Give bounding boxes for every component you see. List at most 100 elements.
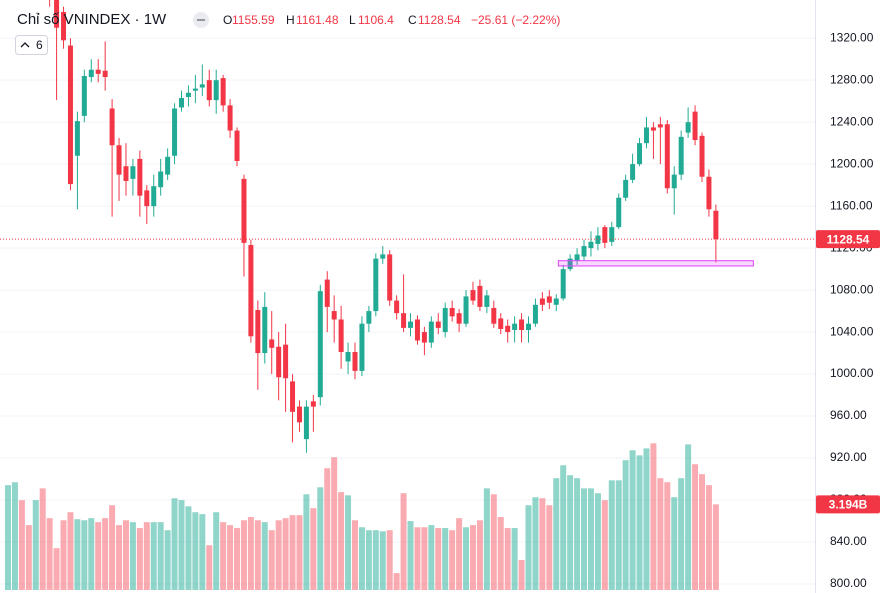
volume-bar [310, 508, 317, 590]
volume-bar [643, 448, 650, 590]
candle-body [463, 296, 469, 324]
candle-body [359, 323, 365, 371]
volume-bar [594, 493, 601, 590]
volume-bar [560, 465, 567, 590]
candle-body [199, 84, 205, 88]
volume-bar [227, 525, 234, 590]
candle-body [220, 78, 226, 106]
zone-box [557, 260, 754, 267]
volume-bar [476, 520, 483, 590]
volume-bar [143, 522, 150, 590]
volume-bar [199, 514, 206, 590]
volume-bar [442, 528, 449, 590]
candle-body [428, 321, 434, 343]
volume-bar [150, 522, 157, 590]
chevron-icon [20, 42, 30, 48]
volume-bar [483, 488, 490, 590]
volume-bar [317, 487, 324, 590]
volume-bar [39, 488, 46, 590]
candle-body [380, 254, 386, 259]
candle-body [255, 310, 261, 354]
candle-body [172, 108, 178, 156]
candle-body [387, 254, 393, 301]
volume-bar [601, 500, 608, 590]
candle-body [498, 318, 504, 329]
candle-body [109, 108, 115, 146]
candle-body [588, 241, 594, 249]
volume-bar [379, 531, 386, 590]
volume-bar [657, 478, 664, 590]
candle-body [408, 321, 414, 328]
volume-bar [102, 518, 109, 590]
indicator-button[interactable] [15, 35, 48, 55]
volume-bar [449, 530, 456, 590]
volume-bar [164, 530, 171, 590]
candle-body [352, 352, 358, 371]
y-tick-label: 840.00 [830, 534, 867, 548]
volume-bar [421, 527, 428, 590]
volume-bar [546, 505, 553, 590]
volume-bar [303, 494, 310, 590]
volume-tag-label: 3.194B [829, 498, 868, 512]
volume-bar [67, 512, 74, 590]
candle-body [692, 111, 698, 141]
ohlc-label: O [223, 13, 232, 27]
candle-body [512, 323, 518, 330]
candle-body [283, 344, 289, 379]
volume-bar [247, 517, 254, 590]
volume-bar [338, 492, 345, 590]
ohlc-label: L [349, 13, 356, 27]
volume-bar [456, 518, 463, 590]
volume-bar [615, 480, 622, 590]
candle-body [477, 285, 483, 307]
candle-body [401, 313, 407, 328]
candle-body [366, 311, 372, 324]
candle-body [151, 186, 157, 207]
volume-bar [53, 548, 60, 590]
volume-bar [553, 478, 560, 590]
volume-bar [692, 464, 699, 590]
candle-body [637, 143, 643, 165]
y-tick-label: 1280.00 [830, 72, 874, 86]
volume-bar [629, 450, 636, 590]
y-tick-label: 960.00 [830, 408, 867, 422]
candle-body [484, 295, 490, 307]
candle-body [331, 311, 337, 320]
indicator-count: 6 [36, 38, 43, 52]
ohlc-value: 1155.59 [232, 13, 275, 27]
candle-body [317, 291, 323, 398]
volume-bar [428, 525, 435, 590]
header: Chỉ số VNINDEX · 1W O 1155.59 H 1161.48 … [15, 11, 560, 55]
volume-bar [254, 520, 261, 590]
candle-body [303, 406, 309, 440]
volume-bar [213, 512, 220, 590]
change-value: −25.61 (−2.22%) [471, 13, 560, 27]
candle-body [602, 227, 608, 243]
volume-bar [95, 522, 102, 590]
volume-bar [352, 520, 358, 590]
volume-bar [497, 517, 504, 590]
volume-bar [324, 468, 331, 590]
candle-body [81, 75, 87, 116]
volume-bar [171, 498, 178, 590]
candle-body [574, 254, 580, 261]
volume-bar [581, 488, 588, 590]
candle-body [532, 304, 538, 324]
y-tick-label: 1200.00 [830, 156, 874, 170]
volume-bar [567, 475, 574, 590]
ohlc-label: C [408, 13, 417, 27]
candle-body [137, 158, 143, 196]
last-price-label: 1128.54 [827, 232, 870, 246]
volume-bar [705, 485, 712, 590]
candle-body [67, 45, 73, 185]
candle-body [435, 321, 441, 328]
candle-body [213, 80, 219, 101]
volume-bar [400, 493, 407, 590]
candle-body [373, 258, 379, 312]
candle-body [158, 171, 164, 188]
volume-bar [268, 530, 275, 590]
candle-body [414, 319, 420, 341]
y-tick-label: 1240.00 [830, 114, 874, 128]
candle-body [630, 164, 636, 180]
